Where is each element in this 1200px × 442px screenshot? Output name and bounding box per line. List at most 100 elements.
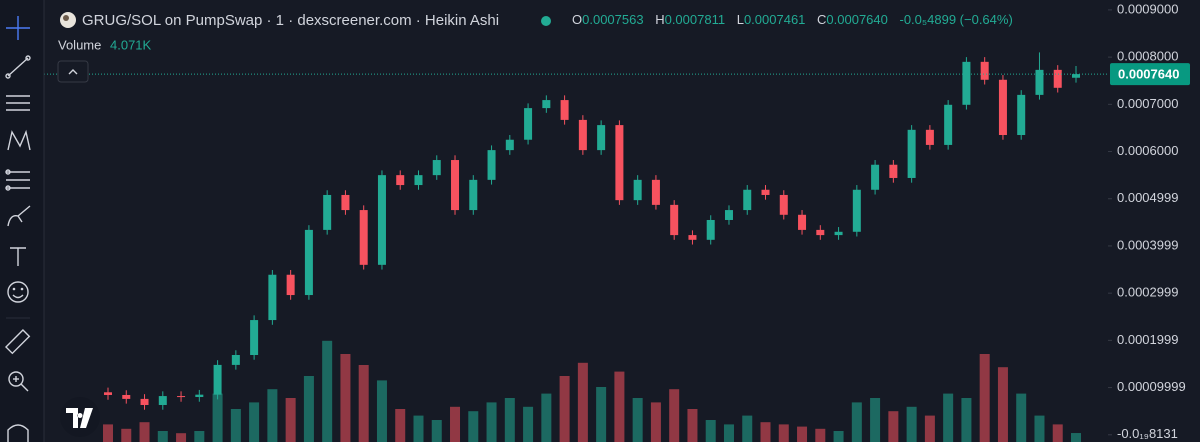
zoom-tool[interactable] [8, 371, 29, 392]
close-label: C [817, 12, 826, 27]
y-tick-label: -0.0₁₉8131 [1117, 426, 1178, 441]
volume-bar [121, 428, 132, 442]
candle-body [451, 160, 460, 211]
candle-body [670, 204, 679, 236]
trend-line-tool[interactable] [5, 55, 31, 79]
candle-body [195, 394, 204, 398]
volume-bar [997, 367, 1008, 442]
volume-bar [943, 393, 954, 442]
volume-bar [541, 393, 552, 442]
candle-body [852, 189, 861, 232]
volume-bar [1052, 424, 1063, 442]
status-dot [541, 16, 551, 26]
candle-body [250, 320, 259, 355]
candle-body [706, 219, 715, 240]
tradingview-logo [60, 397, 100, 437]
candle-body [761, 189, 770, 195]
volume-bar [797, 426, 808, 442]
crosshair-tool[interactable] [6, 16, 30, 40]
pattern-tool[interactable] [7, 129, 31, 151]
candle-body [925, 129, 934, 145]
text-tool[interactable] [10, 247, 26, 266]
volume-bar [614, 371, 625, 442]
volume-bar [358, 365, 369, 442]
candle-body [104, 392, 112, 395]
y-tick-label: 0.0009000 [1117, 1, 1178, 16]
candle-body [487, 150, 496, 180]
volume-bar [450, 406, 461, 442]
low-label: L [737, 12, 744, 27]
candle-body [1017, 94, 1026, 136]
volume-bar [851, 402, 862, 442]
volume-bar [961, 398, 972, 442]
candle-body [122, 394, 131, 399]
y-tick-label: 0.0003999 [1117, 237, 1178, 252]
volume-bar [1016, 393, 1027, 442]
close-value: 0.0007640 [826, 12, 887, 27]
volume-bar [376, 380, 387, 442]
volume-bar [194, 431, 205, 442]
candle-body [907, 129, 916, 178]
low-value: 0.0007461 [744, 12, 805, 27]
plot-area [44, 52, 1108, 442]
last-price-box [1110, 63, 1190, 86]
candle-body [414, 175, 423, 186]
candle-body [396, 175, 405, 186]
volume-bar [742, 415, 753, 442]
volume-value: 4.071K [110, 37, 152, 52]
candle-body [377, 175, 386, 265]
candle-body [341, 194, 350, 211]
fib-tool[interactable] [6, 95, 30, 111]
volume-bar [687, 409, 698, 442]
candle-body [889, 164, 898, 178]
volume-bar [431, 420, 442, 442]
volume-bar [815, 428, 826, 442]
brush-tool[interactable] [7, 205, 31, 227]
volume-bar [723, 424, 734, 442]
candle-body [304, 229, 313, 296]
candle-body [469, 179, 478, 211]
volume-bar [833, 431, 844, 442]
high-value: 0.0007811 [665, 12, 726, 27]
volume-bar [230, 409, 241, 442]
volume-bar [139, 422, 150, 442]
candle-body [542, 100, 551, 109]
volume-label: Volume [58, 37, 101, 52]
volume-bar [303, 376, 314, 442]
ruler-tool[interactable] [4, 328, 31, 355]
volume-bar [650, 402, 661, 442]
emoji-tool[interactable] [7, 281, 29, 303]
y-tick-label: 0.0007000 [1117, 96, 1178, 111]
volume-bar [486, 402, 497, 442]
candle-body [998, 79, 1007, 136]
y-tick-label: 0.0002999 [1117, 285, 1178, 300]
volume-bar [632, 398, 643, 442]
volume-bar [906, 406, 917, 442]
last-price-label: 0.0007640 [1118, 67, 1179, 82]
volume-bar [322, 340, 333, 442]
candle-body [140, 398, 149, 405]
candle-body [1053, 69, 1062, 88]
candle-body [560, 100, 569, 120]
volume-bar [979, 354, 990, 442]
candle-body [578, 119, 587, 151]
candle-body [359, 210, 368, 265]
volume-bar [176, 433, 187, 442]
volume-bar [924, 415, 935, 442]
magnet-tool[interactable] [7, 424, 29, 442]
forecast-tool[interactable] [5, 169, 30, 191]
y-tick-label: 0.0008000 [1117, 49, 1178, 64]
candle-body [286, 274, 295, 296]
candle-body [1072, 74, 1080, 78]
volume-bar [267, 389, 278, 442]
candle-body [724, 210, 733, 220]
volume-bar [395, 409, 406, 442]
volume-bar [705, 420, 716, 442]
volume-bar [559, 376, 570, 442]
y-tick-label: 0.00009999 [1117, 379, 1186, 394]
collapse-button[interactable] [57, 60, 89, 83]
volume-bar [212, 393, 223, 442]
symbol-title: GRUG/SOL on PumpSwap · 1 · dexscreener.c… [82, 12, 499, 29]
candle-body [962, 61, 971, 105]
